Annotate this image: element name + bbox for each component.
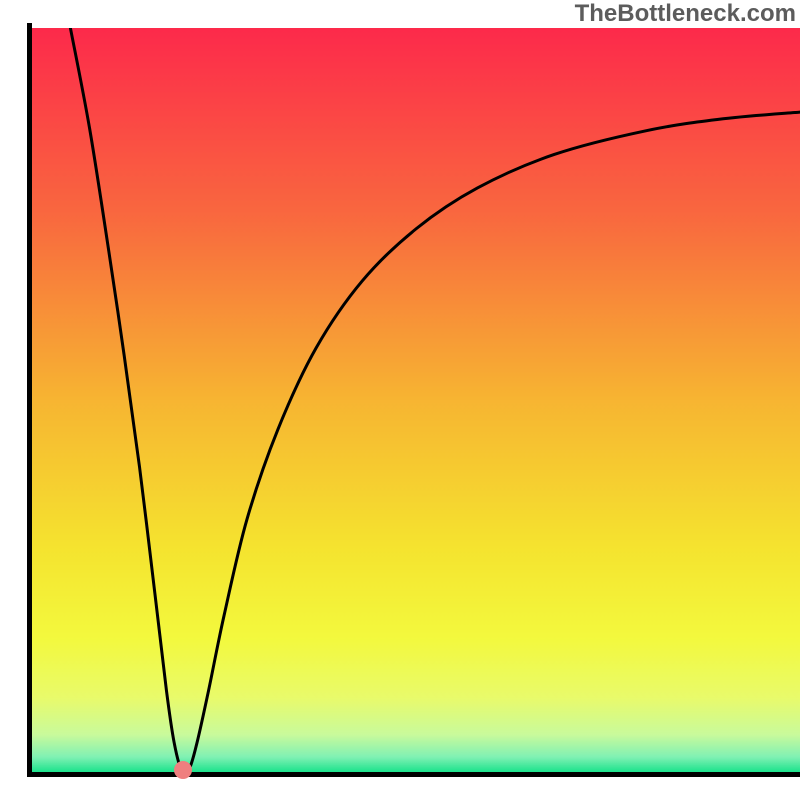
watermark-text: TheBottleneck.com	[575, 0, 796, 28]
x-axis	[27, 772, 800, 777]
bottleneck-curve	[32, 28, 800, 772]
curve-path	[70, 28, 800, 772]
plot-area	[32, 28, 800, 772]
optimum-marker	[174, 761, 192, 779]
chart-container: TheBottleneck.com	[0, 0, 800, 800]
